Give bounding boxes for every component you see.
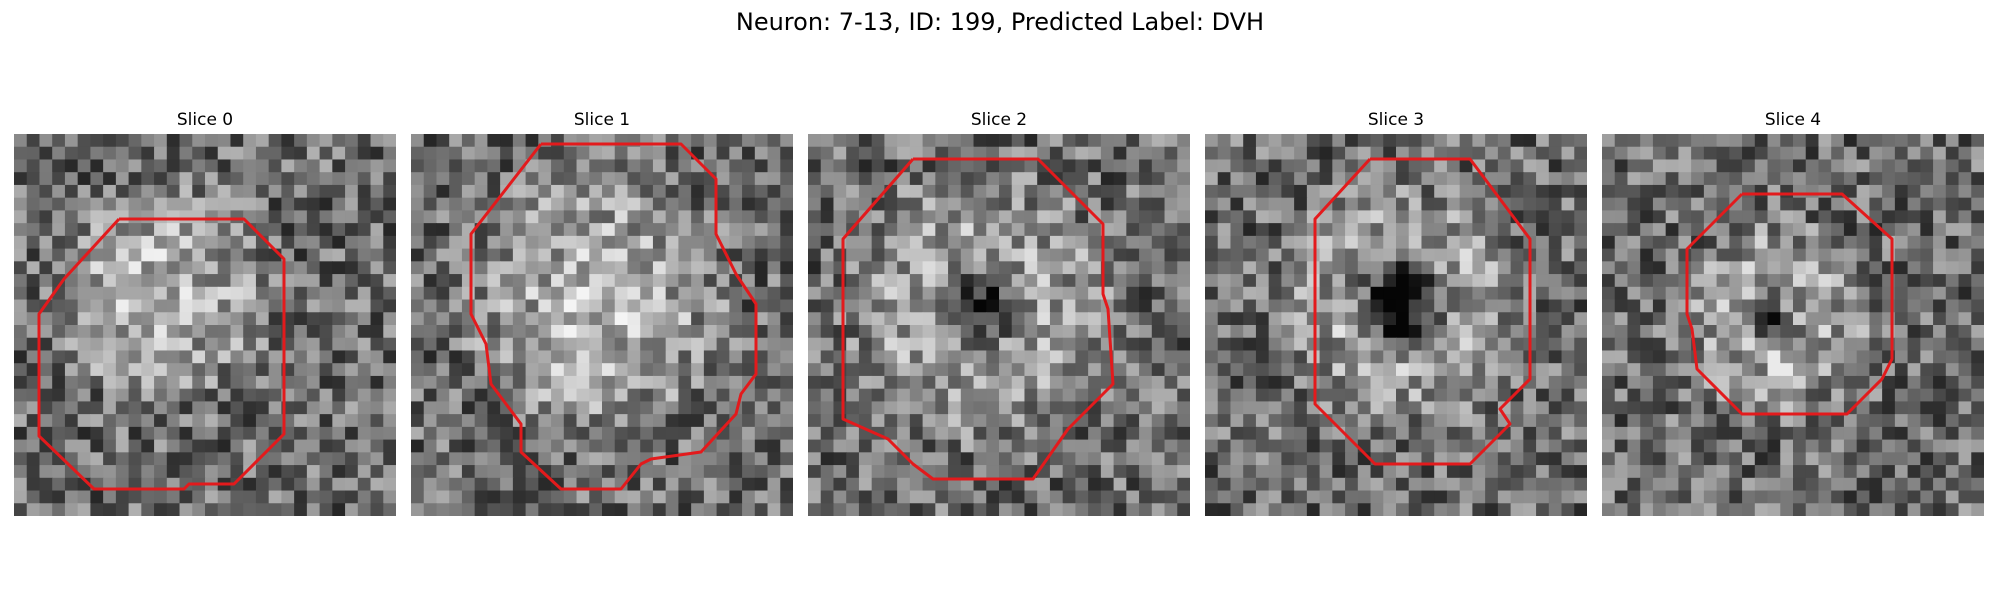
slice-panel-0: Slice 0 [14, 108, 396, 516]
slice-image-1 [411, 134, 793, 516]
slice-panel-3: Slice 3 [1205, 108, 1587, 516]
roi-outline [1685, 192, 1894, 416]
slice-title-1: Slice 1 [573, 110, 631, 130]
slice-title-3: Slice 3 [1367, 110, 1425, 130]
roi-outline [841, 157, 1115, 481]
slice-title-4: Slice 4 [1764, 110, 1822, 130]
slice-title-0: Slice 0 [176, 110, 234, 130]
figure-title: Neuron: 7-13, ID: 199, Predicted Label: … [735, 8, 1265, 36]
slice-image-2 [808, 134, 1190, 516]
slice-image-4 [1602, 134, 1984, 516]
slice-title-2: Slice 2 [970, 110, 1028, 130]
slice-panel-1: Slice 1 [411, 108, 793, 516]
roi-outline [37, 217, 286, 491]
slice-image-3 [1205, 134, 1587, 516]
roi-outline [1313, 157, 1532, 466]
slice-panel-2: Slice 2 [808, 108, 1190, 516]
roi-outline [469, 142, 758, 491]
slice-panel-4: Slice 4 [1602, 108, 1984, 516]
slice-image-0 [14, 134, 396, 516]
